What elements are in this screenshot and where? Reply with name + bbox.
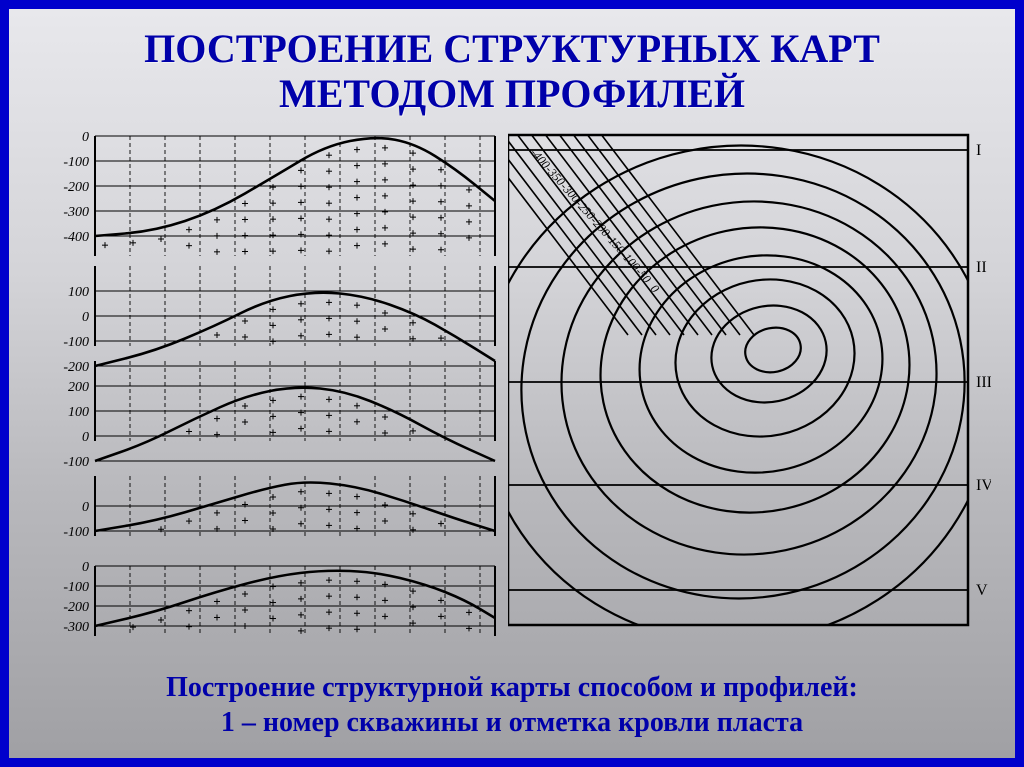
contour-map-figure: IIIIIIIVV-400-350-300-250-200-150-100-50…	[508, 131, 991, 629]
svg-text:0: 0	[648, 281, 662, 295]
svg-text:IV: IV	[976, 477, 991, 494]
svg-text:-100: -100	[63, 525, 89, 540]
svg-text:V: V	[976, 582, 988, 599]
svg-text:-100: -100	[63, 455, 89, 470]
svg-text:0: 0	[82, 131, 89, 145]
svg-text:0: 0	[82, 310, 89, 325]
caption-line-1: Построение структурной карты способом и …	[33, 670, 991, 705]
svg-text:-300: -300	[63, 620, 89, 635]
profiles-figure: 0 -100 -200 -300 -400 100 0 -100 -200 200 100 0 -100…	[33, 131, 502, 641]
caption-line-2: 1 – номер скважины и отметка кровли плас…	[33, 705, 991, 740]
svg-text:-100: -100	[63, 335, 89, 350]
svg-text:-100: -100	[63, 580, 89, 595]
figure-caption: Построение структурной карты способом и …	[33, 670, 991, 740]
svg-text:II: II	[976, 259, 987, 276]
svg-text:0: 0	[82, 430, 89, 445]
svg-text:200: 200	[68, 380, 89, 395]
svg-text:100: 100	[68, 405, 89, 420]
svg-text:III: III	[976, 374, 991, 391]
svg-text:0: 0	[82, 560, 89, 575]
figure-wrapper: 0 -100 -200 -300 -400 100 0 -100 -200 200 100 0 -100…	[33, 131, 991, 660]
svg-text:-200: -200	[63, 360, 89, 375]
svg-text:0: 0	[82, 500, 89, 515]
svg-text:-300: -300	[63, 205, 89, 220]
svg-text:-100: -100	[63, 155, 89, 170]
slide-title: ПОСТРОЕНИЕ СТРУКТУРНЫХ КАРТ МЕТОДОМ ПРОФ…	[33, 27, 991, 117]
svg-text:100: 100	[68, 285, 89, 300]
svg-text:-400: -400	[63, 230, 89, 245]
svg-text:-200: -200	[63, 600, 89, 615]
svg-text:I: I	[976, 142, 981, 159]
svg-text:-200: -200	[63, 180, 89, 195]
